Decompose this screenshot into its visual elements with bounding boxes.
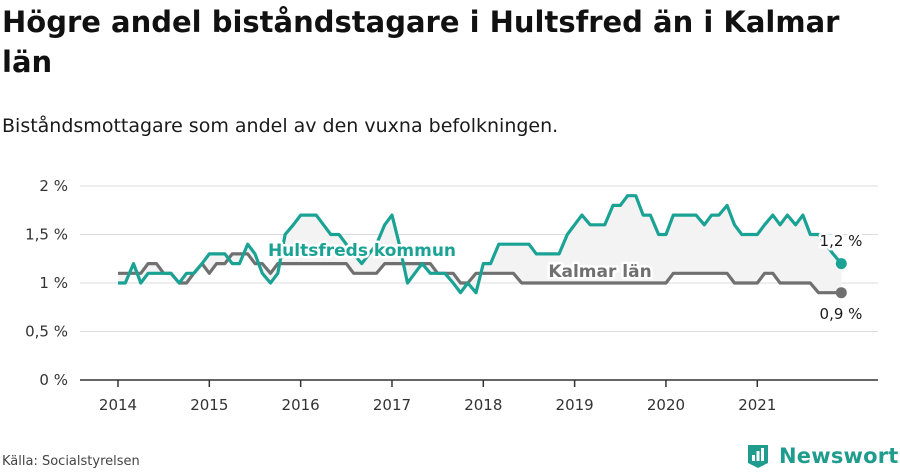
end-label-kalmar-lan-halo: 0,9 % [820,305,863,323]
y-tick-label: 1 % [39,274,68,292]
end-label-hultsfreds-kommun-halo: 1,2 % [820,232,863,250]
newsworthy-logo-icon [748,445,768,468]
y-tick-label: 0,5 % [25,323,68,341]
end-label-kalmar-lan: 0,9 % [820,305,863,323]
series-lines [118,194,847,299]
x-tick-label: 2020 [647,396,685,414]
x-tick-label: 2018 [464,396,502,414]
series-label-kalmar-lan-halo: Kalmar län [548,262,651,282]
end-point-kalmar-lan [835,287,847,299]
chart-subtitle: Biståndsmottagare som andel av den vuxna… [2,115,559,137]
series-label-hultsfreds-kommun-halo: Hultsfreds kommun [268,241,456,261]
x-tick-label: 2015 [190,396,228,414]
x-tick-label: 2017 [373,396,411,414]
y-tick-label: 1,5 % [25,226,68,244]
x-tick-label: 2021 [738,396,776,414]
brand-logo-group: Newsworthy [745,441,900,471]
end-label-hultsfreds-kommun: 1,2 % [820,232,863,250]
x-tick-label: 2019 [556,396,594,414]
x-tick-label: 2016 [282,396,320,414]
series-label-hultsfreds-kommun: Hultsfreds kommun [268,241,456,261]
series-line-hultsfreds-kommun [118,194,843,295]
x-tick-label: 2014 [99,396,137,414]
brand-name: Newsworthy [779,444,900,468]
y-tick-label: 2 % [39,177,68,195]
chart-title: Högre andel biståndstagare i Hultsfred ä… [2,5,840,79]
axes: 0 % 0,5 % 1 % 1,5 % 2 % 2014 2015 2016 2017 2018 2… [25,177,878,414]
y-tick-label: 0 % [39,371,68,389]
source-note: Källa: Socialstyrelsen [2,454,140,469]
end-point-hultsfreds-kommun [835,258,847,270]
series-label-kalmar-lan: Kalmar län [548,262,651,282]
